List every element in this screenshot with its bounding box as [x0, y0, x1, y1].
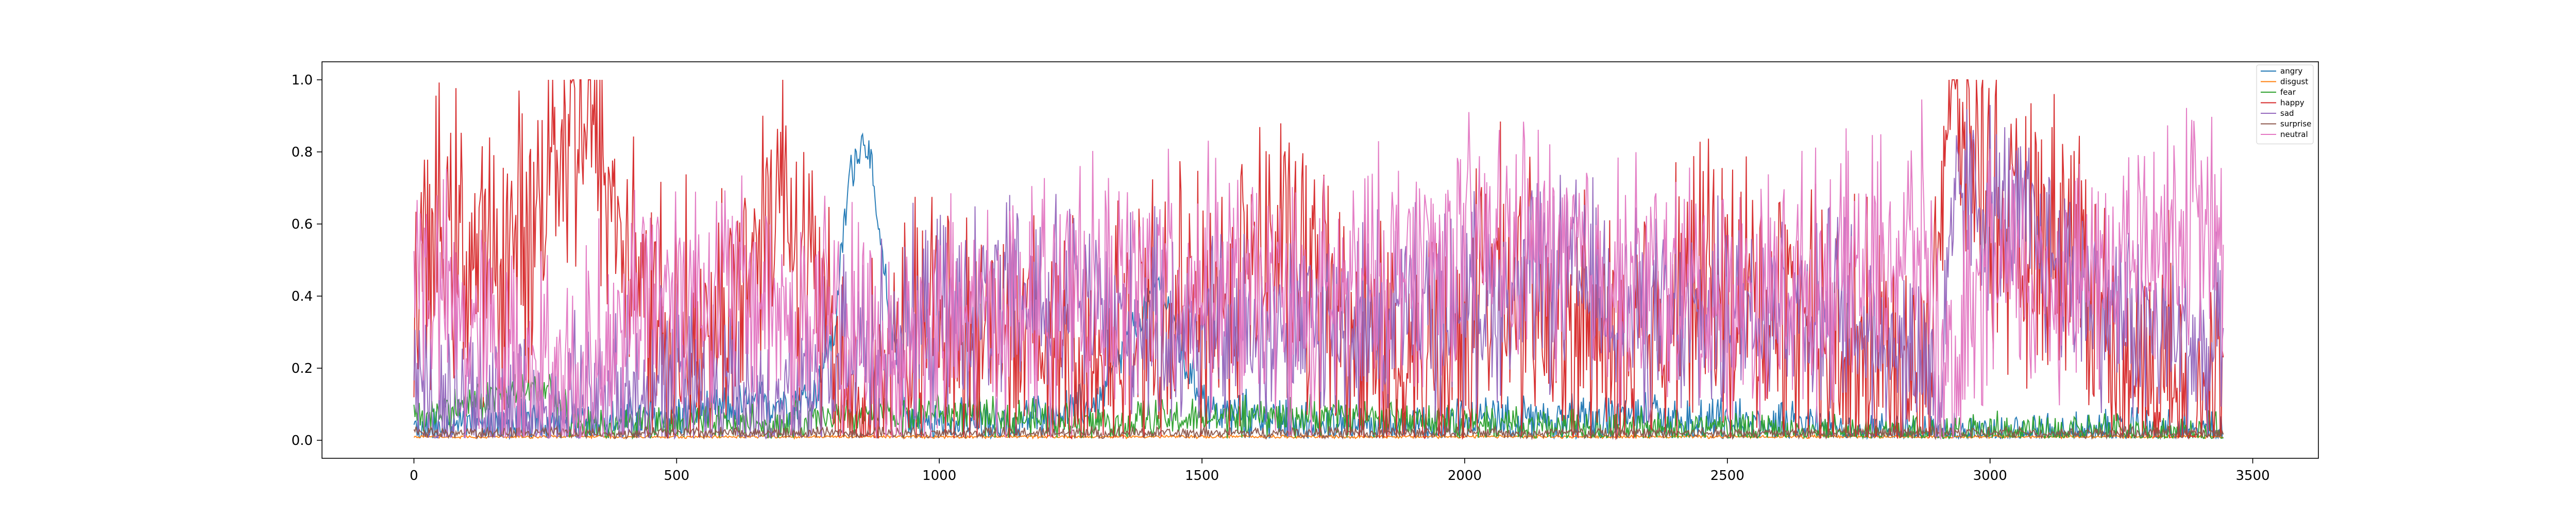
- x-tick-label: 2000: [1448, 468, 1482, 484]
- x-tick-label: 1000: [922, 468, 956, 484]
- y-axis: 0.0 0.2 0.4 0.6 0.8 1.0: [292, 73, 322, 449]
- series-line-neutral: [413, 99, 2224, 440]
- x-tick-label: 500: [664, 468, 690, 484]
- y-tick-label: 0.2: [292, 361, 313, 376]
- y-tick-label: 0.6: [292, 217, 313, 232]
- legend-label-angry: angry: [2280, 66, 2302, 76]
- x-tick-label: 3000: [1973, 468, 2007, 484]
- series-line-surprise: [413, 424, 2224, 440]
- series-layer: [413, 79, 2224, 441]
- legend-label-happy: happy: [2280, 98, 2304, 108]
- x-tick-label: 2500: [1710, 468, 1744, 484]
- plot-frame: [321, 61, 2319, 459]
- legend-label-sad: sad: [2280, 109, 2294, 118]
- x-tick-label: 3500: [2235, 468, 2269, 484]
- y-tick-label: 1.0: [292, 73, 313, 88]
- legend-label-surprise: surprise: [2280, 119, 2311, 129]
- y-tick-label: 0.4: [292, 289, 313, 304]
- x-axis: 0 500 1000 1500 2000 2500 3000 3500: [410, 458, 2270, 484]
- x-tick-label: 1500: [1185, 468, 1219, 484]
- y-tick-label: 0.8: [292, 145, 313, 160]
- x-tick-label: 0: [410, 468, 418, 484]
- y-tick-label: 0.0: [292, 433, 313, 449]
- series-line-fear: [413, 374, 2224, 440]
- series-line-happy: [413, 79, 2224, 441]
- series-line-sad: [413, 105, 2224, 440]
- legend-label-fear: fear: [2280, 88, 2296, 97]
- legend-label-disgust: disgust: [2280, 77, 2308, 87]
- legend-label-neutral: neutral: [2280, 130, 2308, 139]
